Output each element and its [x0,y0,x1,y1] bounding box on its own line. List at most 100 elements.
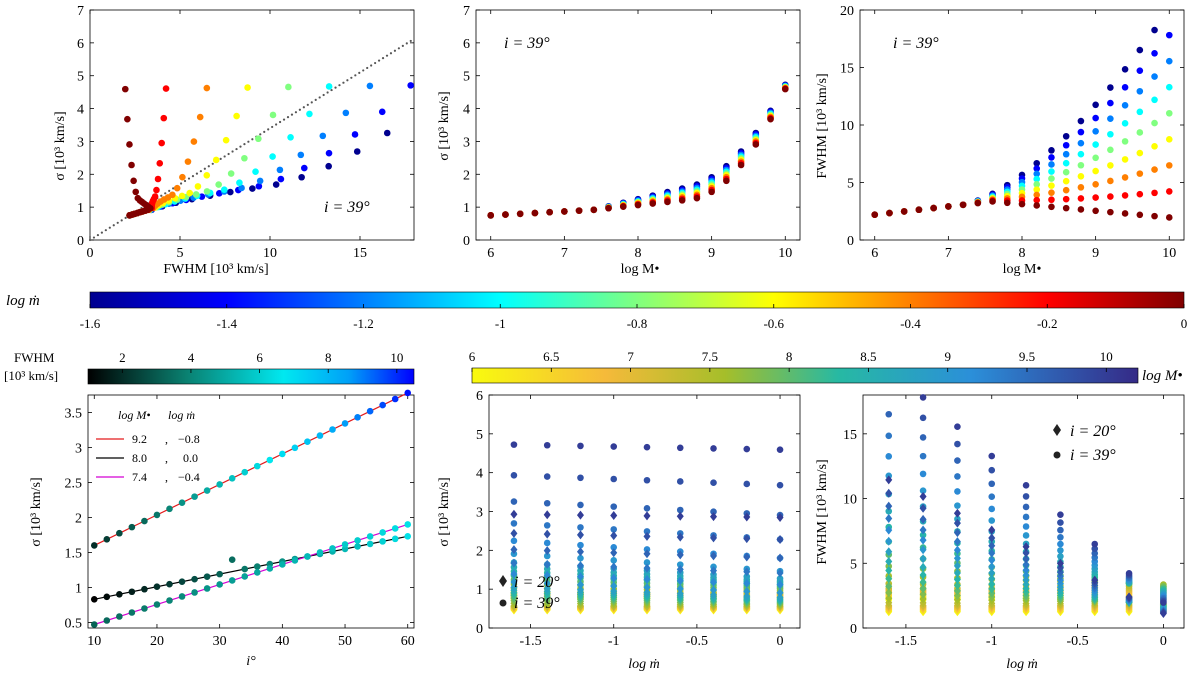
panel-f-point [954,423,961,431]
panel-c-point [1048,175,1055,182]
panel-d-point [216,570,223,578]
panel-a-ref-dot [294,111,298,114]
panel-f-diamond [885,565,893,575]
panel-a-ref-dot [377,59,381,62]
panel-a-point [196,113,204,121]
panel-a-ref-dot [401,44,404,47]
panel-d-point [153,583,161,591]
panel-a-point [287,134,294,141]
panel-e-legend-diamond: i = 20° [514,574,560,591]
panel-c-point [1033,175,1041,183]
panel-b-ytick-label: 3 [463,135,470,150]
panel-d-point [191,493,198,500]
panel-c-point [1151,212,1158,220]
panel-a-point [227,170,235,177]
panel-a-ref-dot [409,39,412,43]
panel-a-point [156,160,164,167]
panel-f-diamond [988,533,996,543]
panel-e-point [676,478,684,485]
panel-e-point [610,475,618,483]
panel-e-point [710,508,717,515]
panel-c-ylabel: FWHM [10³ km/s] [815,73,830,178]
panel-e-points [510,441,784,615]
panel-a-point [233,112,240,120]
panel-f-diamond [919,514,927,524]
panel-c-point [1121,192,1129,199]
panel-c: 6 7 8 9 10 0 5 10 15 20 log M• FWHM [10³ km/s] i … [815,4,1185,277]
panel-c-point [1033,181,1041,188]
panel-f-diamond [885,588,893,598]
panel-a-ref-dot [354,74,357,77]
legend-logmdot-3: −0.4 [178,470,200,484]
panel-c-point [1107,130,1114,138]
panel-f-point [919,434,927,441]
panel-f-diamond [885,574,893,584]
panel-f-diamond [953,553,961,563]
panel-f-point [988,452,996,460]
panel-a-ref-dot [108,226,111,229]
panel-e-diamond [543,584,551,594]
panel-f-diamond [953,586,961,596]
panel-b-point [708,188,715,196]
panel-d-point [141,585,148,593]
panel-a-ref-dot [275,123,278,126]
panel-c-point [1018,200,1026,208]
panel-a-ref-dot [96,233,100,237]
colorbar-mbh-ticks: 6 6.5 7 7.5 8 8.5 9 9.5 10 [469,349,1113,372]
panel-d-xtick-label: 30 [213,634,227,649]
panel-c-point [1136,87,1144,95]
panel-a-ref-dot [247,140,250,143]
panel-c-point [1092,127,1099,135]
panel-e-diamond [510,582,518,592]
panel-a-point [244,84,251,91]
panel-c-point [1092,114,1099,122]
panel-a-ref-dot [187,177,191,180]
colorbar-fwhm-label-line1: FWHM [14,350,55,365]
panel-a-point [169,191,176,199]
panel-e-ticks: -1.5 -1 -0.5 0 0 1 2 3 4 5 6 [476,389,800,649]
panel-f-point [1091,549,1099,557]
panel-d-point [404,389,412,397]
colorbar-mdot-tick-label: -1 [495,316,506,331]
panel-c-point [1048,189,1055,196]
panel-f-diamond [988,579,996,589]
panel-a-point [162,85,170,92]
panel-c-point [1165,162,1173,169]
panel-e-diamond [610,531,618,541]
panel-a-point [124,115,131,123]
panel-a-ref-dot [342,81,345,84]
panel-f-diamond [953,561,961,571]
panel-d-point [379,401,386,409]
panel-a-ref-dot [227,152,230,156]
panel-e-diamond [776,512,784,522]
panel-a-point [325,149,333,157]
panel-b-point [575,207,583,214]
panel-c-point [1033,186,1041,193]
panel-f-legend-circle: i = 39° [1070,447,1116,464]
panel-b-ticks: 6 7 8 9 10 0 1 2 3 4 5 6 7 [463,4,800,261]
panel-e-diamond [743,534,751,544]
panel-e-point [543,539,551,547]
panel-e-point [776,575,784,582]
panel-b-point [634,201,642,209]
panel-a-ref-dot [195,172,199,175]
panel-e-point [776,446,784,453]
panel-d-point [90,621,98,628]
panel-e-diamond [643,531,651,541]
panel-e-point [610,543,618,551]
panel-a-ref-dot [346,79,349,82]
panel-d-point [391,395,399,403]
panel-e-diamond [643,582,651,592]
panel-c-point [1062,195,1070,203]
panel-e-diamond [676,532,684,542]
panel-c-xtick-label: 10 [1162,246,1176,261]
panel-a-point [300,164,308,172]
panel-b-xtick-label: 7 [561,246,568,261]
panel-e-diamond [710,533,718,543]
colorbar-mbh-tick-label: 7 [627,349,634,364]
panel-a-point [241,154,248,162]
panel-f-diamond [885,525,893,535]
panel-c-point [1077,206,1085,213]
panel-f-diamond [885,593,893,603]
